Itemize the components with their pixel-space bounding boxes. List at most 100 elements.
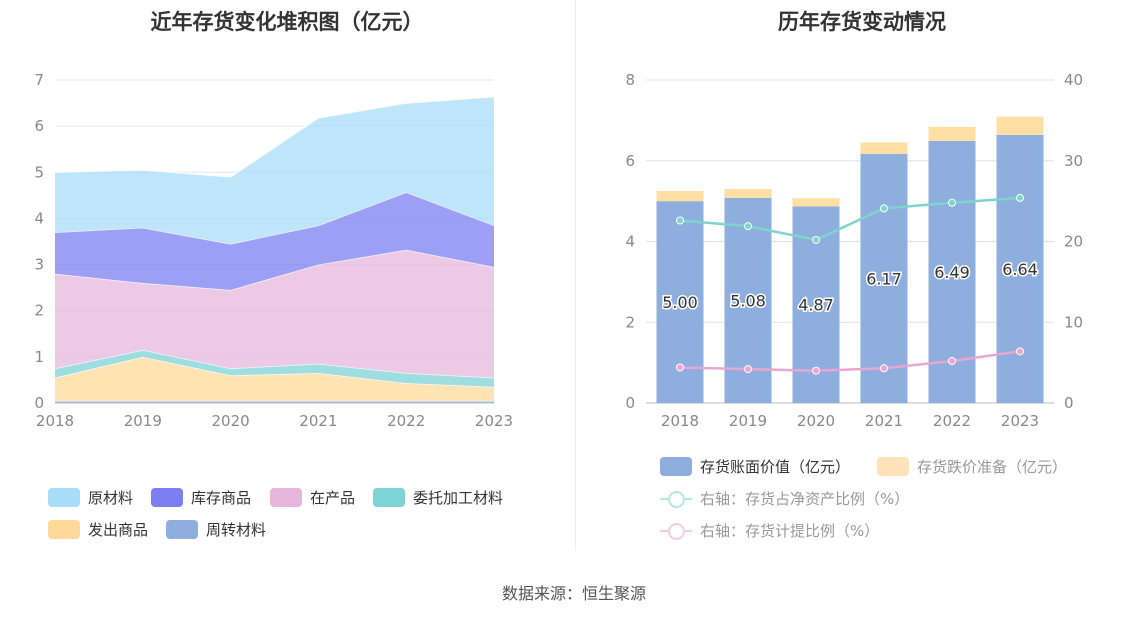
legend-item-finished-goods[interactable]: 库存商品 [151, 487, 251, 508]
y-tick-label: 5 [34, 163, 44, 181]
legend-swatch [48, 520, 80, 539]
y2-tick-label: 10 [1064, 313, 1083, 331]
x-tick-label: 2018 [661, 412, 699, 430]
line-point [676, 216, 684, 225]
legend-line-marker [660, 521, 692, 540]
area-发出商品 [55, 356, 494, 401]
bar-line-combo-chart: 0 2 4 6 8 0 10 20 30 40 2018 2019 2020 2021 2022 2023 5.… [625, 71, 1083, 430]
area-原材料 [55, 96, 494, 244]
line-point [676, 363, 684, 372]
x-tick-label: 2022 [387, 412, 425, 430]
legend-label: 右轴：存货计提比例（%） [700, 522, 880, 540]
bar [860, 153, 908, 403]
x-tick-label: 2020 [212, 412, 250, 430]
legend-swatch [877, 457, 909, 476]
bar-data-label: 6.64 [1002, 260, 1038, 279]
legend-swatch [660, 457, 692, 476]
line-point [812, 235, 820, 244]
legend-item-net-asset-ratio[interactable]: 右轴：存货占净资产比例（%） [660, 488, 909, 509]
area-库存商品 [55, 192, 494, 290]
legend-swatch [151, 488, 183, 507]
legend-label: 存货跌价准备（亿元） [917, 458, 1068, 476]
line-point [948, 357, 956, 366]
bar [860, 142, 908, 154]
x-tick-label: 2021 [299, 412, 337, 430]
legend-item-impairment[interactable]: 存货跌价准备（亿元） [877, 456, 1067, 477]
y-tick-label: 1 [34, 348, 44, 366]
legend-label: 右轴：存货占净资产比例（%） [700, 490, 910, 508]
legend-label: 在产品 [310, 489, 356, 507]
y-tick-label: 6 [625, 152, 635, 170]
x-tick-label: 2021 [865, 412, 903, 430]
legend-label: 委托加工材料 [413, 489, 504, 507]
legend-swatch [373, 488, 405, 507]
line-point [948, 198, 956, 207]
legend-item-wip[interactable]: 在产品 [270, 487, 355, 508]
stacked-area-chart: 0 1 2 3 4 5 6 7 2018 2019 2020 2021 2022 2023 [34, 71, 513, 430]
legend-label: 存货账面价值（亿元） [700, 458, 851, 476]
legend-line-marker [660, 489, 692, 508]
bar [928, 126, 976, 141]
bar [724, 189, 772, 198]
bar [656, 191, 704, 202]
bar-data-label: 5.08 [730, 291, 766, 310]
x-tick-label: 2018 [36, 412, 74, 430]
y-tick-label: 0 [625, 394, 635, 412]
legend-item-book-value[interactable]: 存货账面价值（亿元） [660, 456, 850, 477]
y-tick-label: 7 [34, 71, 44, 89]
line-point [744, 365, 752, 374]
line-series [679, 196, 1021, 242]
y2-tick-label: 0 [1064, 394, 1074, 412]
y-tick-label: 8 [625, 71, 635, 89]
x-tick-label: 2019 [729, 412, 767, 430]
y-tick-label: 2 [34, 302, 44, 320]
area-委托加工材料 [55, 349, 494, 387]
y2-tick-label: 30 [1064, 152, 1083, 170]
left-chart-title: 近年存货变化堆积图（亿元） [150, 10, 424, 34]
y-tick-label: 0 [34, 394, 44, 412]
y-tick-label: 2 [625, 313, 635, 331]
bar-data-label: 6.17 [866, 269, 902, 288]
bar [996, 116, 1044, 135]
legend-label: 发出商品 [88, 521, 149, 539]
x-tick-label: 2022 [933, 412, 971, 430]
x-tick-label: 2023 [1001, 412, 1039, 430]
legend-item-provision-ratio[interactable]: 右轴：存货计提比例（%） [660, 520, 879, 541]
y-tick-label: 3 [34, 256, 44, 274]
legend-swatch [166, 520, 198, 539]
bar [792, 198, 840, 207]
line-point [812, 366, 820, 375]
legend-swatch [48, 488, 80, 507]
x-tick-label: 2023 [475, 412, 513, 430]
legend-item-consigned-processing[interactable]: 委托加工材料 [373, 487, 503, 508]
bar [996, 134, 1044, 403]
legend-label: 周转材料 [206, 521, 267, 539]
data-source: 数据来源：恒生聚源 [501, 584, 646, 603]
legend-swatch [270, 488, 302, 507]
bar-data-label: 4.87 [798, 296, 834, 315]
area-在产品 [55, 249, 494, 378]
y-tick-label: 6 [34, 117, 44, 135]
line-point [880, 364, 888, 373]
line-point [1016, 347, 1024, 356]
y2-tick-label: 20 [1064, 233, 1083, 251]
legend-label: 库存商品 [191, 489, 252, 507]
area-edge [54, 95, 495, 178]
bar-data-label: 6.49 [934, 263, 970, 282]
x-tick-label: 2020 [797, 412, 835, 430]
line-series [679, 350, 1021, 372]
legend-item-raw-material[interactable]: 原材料 [48, 487, 133, 508]
legend-item-turnover-material[interactable]: 周转材料 [166, 519, 266, 540]
y2-tick-label: 40 [1064, 71, 1083, 89]
left-chart-panel: 近年存货变化堆积图（亿元） 0 1 2 3 4 5 6 7 2018 2019 2020 2021 20… [0, 0, 574, 560]
right-chart-panel: 历年存货变动情况 0 2 4 6 8 0 10 20 30 40 2018 2019 2020 2021 2… [576, 0, 1148, 560]
legend-label: 原材料 [88, 489, 134, 507]
y-tick-label: 4 [34, 209, 44, 227]
panel-divider [575, 0, 576, 550]
legend-item-goods-shipped[interactable]: 发出商品 [48, 519, 148, 540]
bar-data-label: 5.00 [662, 293, 698, 312]
line-point [880, 204, 888, 213]
right-chart-title: 历年存货变动情况 [778, 10, 946, 34]
x-tick-label: 2019 [124, 412, 162, 430]
y-tick-label: 4 [625, 233, 635, 251]
